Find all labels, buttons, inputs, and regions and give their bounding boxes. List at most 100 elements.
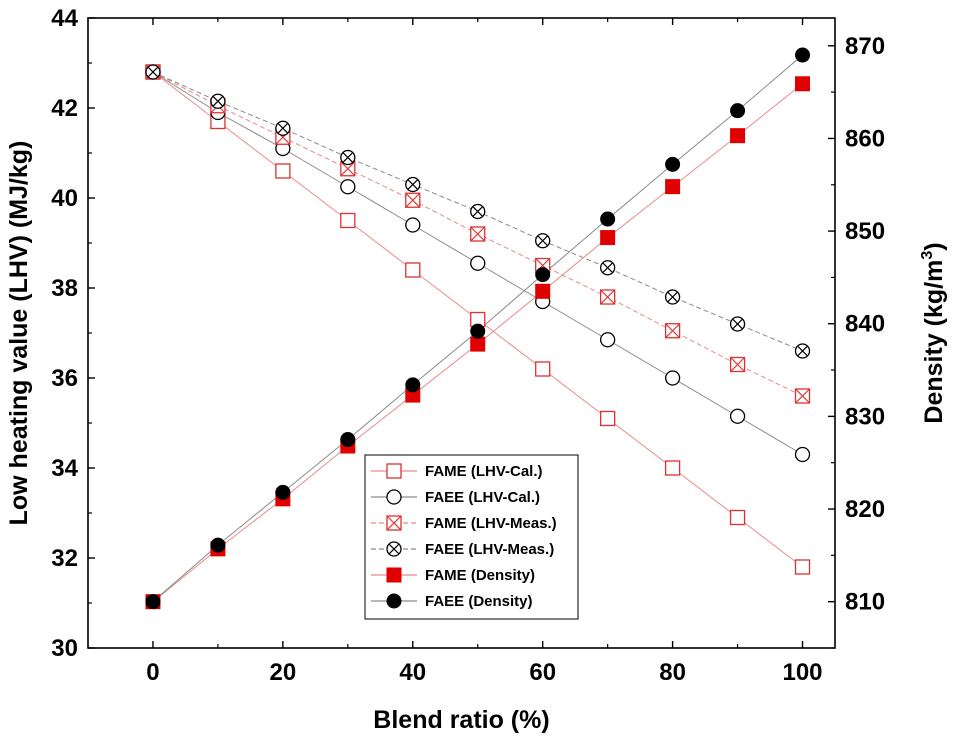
data-point-s2-5 — [470, 226, 486, 242]
axis-ticks — [87, 17, 835, 649]
data-point-s1-5 — [470, 255, 486, 271]
data-point-s4-7 — [600, 230, 616, 246]
y-right-title-superscript: 3 — [919, 251, 936, 260]
legend-box — [364, 454, 579, 620]
y-right-tick-label: 840 — [845, 311, 885, 338]
legend-item: FAME (Density) — [371, 567, 535, 584]
legend-label: FAEE (LHV-Cal.) — [425, 489, 540, 506]
data-point-s5-0 — [145, 594, 161, 610]
data-point-s2-9 — [729, 356, 746, 373]
data-point-s3-9 — [729, 316, 746, 332]
legend-item: FAEE (Density) — [371, 593, 533, 610]
data-point-s0-4 — [405, 262, 421, 278]
data-point-s3-10 — [794, 343, 811, 359]
x-tick-label: 0 — [146, 659, 159, 686]
y-right-tick-label: 830 — [845, 403, 885, 430]
y-left-tick-label: 38 — [51, 275, 78, 302]
x-axis-title: Blend ratio (%) — [373, 706, 549, 734]
data-point-s2-4 — [405, 192, 421, 208]
data-point-s5-5 — [470, 323, 486, 339]
y-right-tick-label: 850 — [845, 218, 885, 245]
legend-label: FAME (LHV-Cal.) — [425, 463, 543, 480]
y-right-tick-label: 810 — [845, 589, 885, 616]
legend: FAME (LHV-Cal.) FAEE (LHV-Cal.) FAME (LHV-… — [364, 454, 579, 620]
axis-tick-labels: 0 20 40 60 80 100 30 32 34 36 38 40 42 44 810 820 830 840… — [51, 5, 885, 686]
x-tick-label: 60 — [529, 659, 556, 686]
legend-label: FAME (LHV-Meas.) — [425, 515, 557, 532]
legend-marker — [386, 463, 402, 479]
data-point-s5-6 — [535, 267, 551, 283]
legend-label: FAEE (LHV-Meas.) — [425, 541, 554, 558]
data-point-s5-3 — [340, 432, 356, 448]
y-right-tick-label: 860 — [845, 125, 885, 152]
y-left-tick-label: 30 — [51, 635, 78, 662]
data-point-s4-5 — [470, 336, 486, 352]
x-tick-label: 80 — [659, 659, 686, 686]
y-left-tick-label: 44 — [51, 5, 78, 32]
legend-marker — [386, 515, 402, 531]
x-tick-label: 20 — [270, 659, 297, 686]
y-right-tick-label: 870 — [845, 33, 885, 60]
data-point-s3-0 — [145, 64, 161, 80]
y-left-axis-title: Low heating value (LHV) (MJ/kg) — [5, 141, 33, 526]
legend-marker — [386, 567, 402, 583]
legend-item: FAME (LHV-Meas.) — [371, 515, 557, 532]
data-point-s5-9 — [730, 103, 746, 119]
data-point-s5-1 — [210, 537, 226, 553]
legend-marker — [386, 541, 402, 557]
data-point-s0-8 — [664, 460, 681, 476]
data-point-s3-3 — [340, 149, 356, 166]
data-point-s0-9 — [729, 509, 746, 526]
data-point-s1-4 — [405, 217, 421, 233]
legend-label: FAEE (Density) — [425, 593, 533, 610]
legend-item: FAEE (LHV-Cal.) — [371, 489, 540, 506]
data-point-s2-7 — [600, 289, 616, 305]
series-markers — [145, 47, 811, 610]
y-left-tick-label: 36 — [51, 365, 78, 392]
y-left-tick-label: 42 — [51, 95, 78, 122]
data-point-s1-7 — [600, 332, 616, 348]
data-point-s1-9 — [729, 408, 746, 424]
y-left-tick-label: 34 — [51, 455, 78, 482]
legend-marker — [386, 489, 402, 505]
data-point-s3-4 — [405, 176, 421, 193]
data-point-s1-8 — [664, 370, 681, 386]
data-point-s4-6 — [535, 283, 551, 299]
legend-marker — [386, 593, 402, 609]
data-point-s1-10 — [794, 446, 811, 463]
x-tick-label: 100 — [782, 659, 822, 686]
y-left-tick-label: 32 — [51, 545, 78, 572]
data-point-s0-7 — [600, 410, 616, 427]
data-point-s5-4 — [405, 377, 421, 393]
data-point-s2-8 — [664, 323, 681, 339]
y-right-axis-title: Density (kg/m3) — [919, 242, 948, 423]
data-point-s5-2 — [275, 484, 291, 500]
data-point-s2-10 — [794, 388, 811, 404]
data-point-s3-8 — [664, 289, 681, 305]
data-point-s0-3 — [340, 212, 356, 229]
data-point-s3-1 — [210, 93, 226, 109]
data-point-s3-5 — [470, 203, 486, 220]
legend-item: FAME (LHV-Cal.) — [371, 463, 543, 480]
data-point-s4-8 — [665, 179, 681, 195]
data-point-s4-10 — [795, 76, 811, 92]
legend-label: FAME (Density) — [425, 567, 535, 584]
data-point-s0-10 — [794, 559, 811, 575]
data-point-s3-6 — [535, 233, 551, 249]
data-point-s4-9 — [730, 128, 746, 144]
y-right-title-main: Density (kg/m — [920, 260, 948, 424]
data-point-s1-3 — [340, 179, 356, 195]
data-point-s5-7 — [600, 211, 616, 227]
data-point-s5-10 — [795, 47, 811, 63]
y-left-tick-label: 40 — [51, 185, 78, 212]
x-tick-label: 40 — [399, 659, 426, 686]
data-point-s5-8 — [665, 156, 681, 172]
data-point-s3-7 — [600, 260, 616, 276]
data-point-s0-6 — [535, 361, 551, 377]
legend-item: FAEE (LHV-Meas.) — [371, 541, 554, 558]
y-right-title-close: ) — [920, 242, 948, 250]
y-right-tick-label: 820 — [845, 496, 885, 523]
data-point-s0-2 — [275, 163, 291, 179]
data-point-s3-2 — [275, 120, 291, 136]
